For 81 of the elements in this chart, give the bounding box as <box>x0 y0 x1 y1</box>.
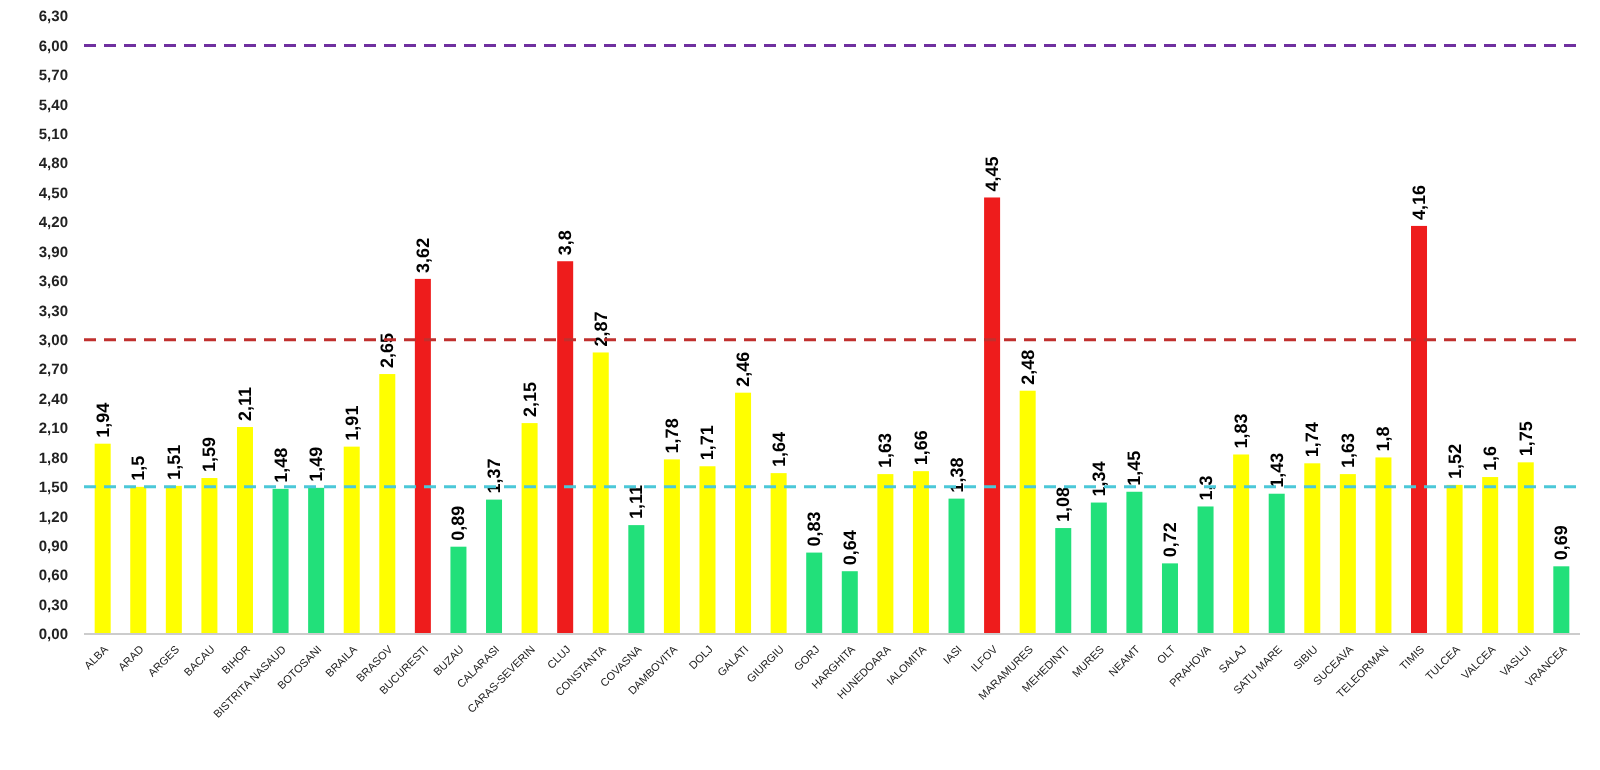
bar <box>1446 484 1463 634</box>
bar <box>806 552 823 634</box>
bar <box>735 392 752 634</box>
bar <box>628 525 645 634</box>
data-label: 2,11 <box>234 386 255 422</box>
data-label: 1,52 <box>1444 443 1465 479</box>
bar <box>699 466 716 634</box>
data-label: 3,62 <box>412 237 433 273</box>
data-label: 0,64 <box>839 530 860 566</box>
data-label: 0,89 <box>448 505 469 541</box>
data-label: 1,3 <box>1195 475 1216 501</box>
bar <box>1268 493 1285 634</box>
bar <box>1019 390 1036 634</box>
data-label: 3,8 <box>555 230 576 256</box>
data-label: 1,94 <box>92 402 113 438</box>
bar <box>1339 474 1356 634</box>
data-label: 1,63 <box>875 433 896 469</box>
bar <box>1304 463 1321 634</box>
bar <box>165 485 182 634</box>
bar <box>379 374 396 634</box>
data-label: 1,78 <box>661 418 682 454</box>
data-label: 4,16 <box>1409 184 1430 220</box>
data-label: 2,46 <box>733 351 754 387</box>
bar <box>486 499 503 634</box>
bar <box>521 423 538 634</box>
bar <box>1126 491 1143 634</box>
bar <box>414 278 431 634</box>
bar <box>1482 477 1499 634</box>
bar <box>841 571 858 634</box>
bar <box>663 459 680 634</box>
data-label: 1,59 <box>199 436 220 473</box>
bar <box>1055 528 1072 634</box>
bar <box>272 488 289 634</box>
data-label: 1,49 <box>306 446 327 482</box>
data-label: 1,64 <box>768 432 789 468</box>
bar <box>201 478 218 634</box>
data-label: 1,51 <box>163 444 184 480</box>
bar <box>343 446 360 634</box>
data-label: 1,45 <box>1124 450 1145 486</box>
data-label: 1,66 <box>910 430 931 466</box>
data-label: 1,11 <box>626 485 647 520</box>
bar <box>1553 566 1570 634</box>
data-label: 0,83 <box>804 511 825 547</box>
data-label: 2,48 <box>1017 349 1038 385</box>
data-label: 0,69 <box>1551 525 1572 561</box>
bar <box>1090 502 1107 634</box>
bar <box>1375 457 1392 634</box>
bar <box>450 546 467 634</box>
data-label: 1,8 <box>1373 426 1394 452</box>
data-label: 1,91 <box>341 405 362 441</box>
data-label: 1,83 <box>1231 413 1252 449</box>
data-label: 1,08 <box>1053 486 1074 523</box>
bar <box>557 261 574 634</box>
data-label: 1,75 <box>1515 421 1536 457</box>
data-label: 2,87 <box>590 311 611 347</box>
bar <box>1517 462 1534 634</box>
bar <box>308 487 325 634</box>
data-label: 1,48 <box>270 447 291 483</box>
bar <box>94 443 111 634</box>
data-label: 1,43 <box>1266 452 1287 488</box>
data-label: 1,74 <box>1302 422 1323 458</box>
data-label: 1,6 <box>1480 446 1501 472</box>
data-label: 1,71 <box>697 425 718 461</box>
bar <box>912 471 929 634</box>
data-label: 1,5 <box>128 455 149 481</box>
bar <box>1161 563 1178 634</box>
data-label: 0,72 <box>1159 522 1180 558</box>
bar <box>592 352 609 634</box>
data-label: 2,15 <box>519 382 540 418</box>
bar <box>984 197 1001 634</box>
bar <box>877 474 894 634</box>
data-label: 4,45 <box>982 156 1003 192</box>
bar <box>948 498 965 634</box>
bar <box>130 486 147 634</box>
data-label: 1,34 <box>1088 461 1109 497</box>
bar <box>770 473 787 634</box>
bar <box>236 427 253 634</box>
bar <box>1197 506 1214 634</box>
bar <box>1233 454 1250 634</box>
bar <box>1411 225 1428 634</box>
data-label: 1,63 <box>1337 433 1358 469</box>
